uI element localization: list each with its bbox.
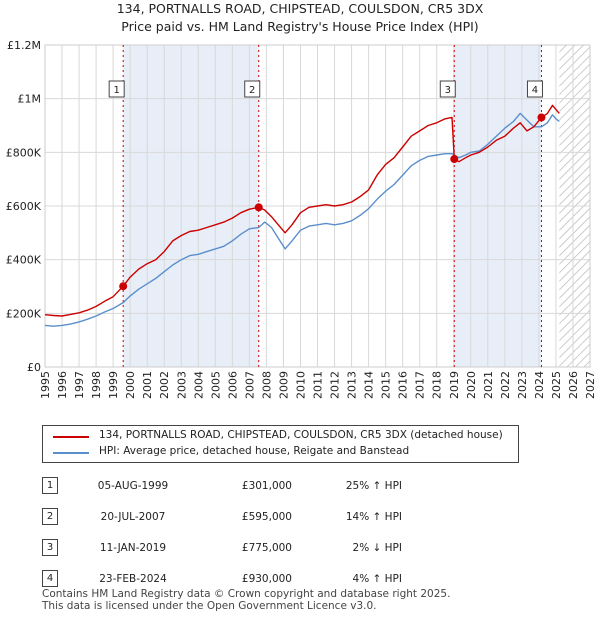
x-tick-label: 2027 [584, 371, 597, 399]
x-tick-label: 1998 [90, 371, 103, 399]
x-tick-label: 2019 [448, 371, 461, 399]
chart-subtitle: Price paid vs. HM Land Registry's House … [121, 19, 479, 34]
footer-copyright: Contains HM Land Registry data © Crown c… [42, 588, 451, 600]
transaction-number: 1 [42, 477, 58, 494]
y-tick-label: £800K [6, 146, 42, 159]
x-tick-label: 2018 [431, 371, 444, 399]
x-tick-label: 2007 [243, 371, 256, 399]
x-tick-label: 2013 [346, 371, 359, 399]
transactions-table: 1 05-AUG-1999 £301,000 25% ↑ HPI 2 20-JU… [42, 470, 402, 594]
x-tick-label: 2026 [567, 371, 580, 399]
x-tick-label: 1996 [56, 371, 69, 399]
transaction-label: 2 [249, 85, 255, 96]
x-tick-label: 2008 [260, 371, 273, 399]
transaction-date: 05-AUG-1999 [97, 479, 169, 492]
transaction-hpi: 4% ↑ HPI [352, 572, 402, 585]
chart-title: 134, PORTNALLS ROAD, CHIPSTEAD, COULSDON… [116, 1, 484, 16]
x-tick-label: 2005 [209, 371, 222, 399]
transaction-label: 4 [532, 85, 538, 96]
y-tick-label: £400K [6, 254, 42, 267]
transaction-price: £930,000 [241, 572, 292, 585]
x-tick-label: 2021 [482, 371, 495, 399]
x-tick-label: 2015 [380, 371, 393, 399]
x-tick-label: 2020 [465, 371, 478, 399]
transaction-price: £595,000 [241, 510, 292, 523]
transaction-number: 3 [42, 539, 58, 556]
x-tick-label: 1999 [107, 371, 120, 399]
table-row: 4 23-FEB-2024 £930,000 4% ↑ HPI [42, 563, 402, 594]
x-tick-label: 2014 [363, 371, 376, 399]
transaction-label-box [108, 80, 125, 98]
x-tick-label: 2023 [516, 371, 529, 399]
table-row: 2 20-JUL-2007 £595,000 14% ↑ HPI [42, 501, 402, 532]
x-tick-label: 2012 [329, 371, 342, 399]
x-tick-label: 2016 [397, 371, 410, 399]
transaction-label-box [526, 80, 543, 98]
x-tick-label: 1997 [73, 371, 86, 399]
transaction-label-box [439, 80, 456, 98]
y-tick-label: £1M [18, 93, 42, 106]
y-tick-label: £0 [27, 361, 41, 374]
price-chart: 1 2 3 4 £0 £200K £400K £600K £800K £1M £1.2M 1995 19… [6, 39, 597, 399]
transaction-price: £301,000 [241, 479, 292, 492]
x-tick-label: 2006 [226, 371, 239, 399]
y-tick-label: £200K [6, 307, 42, 320]
x-tick-label: 1995 [39, 371, 52, 399]
transaction-date: 11-JAN-2019 [99, 541, 167, 554]
x-tick-label: 2004 [192, 371, 205, 399]
x-tick-label: 2011 [312, 371, 325, 399]
transaction-marker [450, 155, 459, 164]
footer-license: This data is licensed under the Open Gov… [42, 600, 377, 612]
transaction-label-box [244, 80, 261, 98]
x-tick-label: 2009 [277, 371, 290, 399]
legend-swatch-property [53, 436, 89, 438]
x-tick-label: 2024 [533, 371, 546, 399]
transaction-marker [537, 113, 546, 122]
transaction-label: 3 [445, 85, 451, 96]
x-tick-label: 2025 [550, 371, 563, 399]
transaction-hpi: 25% ↑ HPI [345, 479, 402, 492]
x-tick-label: 2001 [141, 371, 154, 399]
y-tick-label: £1.2M [7, 39, 41, 52]
x-tick-label: 2022 [499, 371, 512, 399]
footer: Contains HM Land Registry data © Crown c… [42, 588, 450, 612]
legend: 134, PORTNALLS ROAD, CHIPSTEAD, COULSDON… [42, 425, 519, 463]
table-row: 3 11-JAN-2019 £775,000 2% ↓ HPI [42, 532, 402, 563]
transaction-label: 1 [113, 85, 119, 96]
transaction-price: £775,000 [241, 541, 292, 554]
transaction-date: 20-JUL-2007 [100, 510, 166, 523]
x-tick-label: 2003 [175, 371, 188, 399]
x-tick-label: 2010 [294, 371, 307, 399]
legend-swatch-hpi [53, 452, 89, 454]
property-series-line [45, 104, 560, 317]
transaction-marker [254, 203, 263, 212]
hpi-series-line [45, 112, 560, 327]
transaction-marker [119, 282, 128, 291]
transaction-number: 2 [42, 508, 58, 525]
transaction-number: 4 [42, 570, 58, 587]
transaction-hpi: 14% ↑ HPI [345, 510, 402, 523]
x-tick-label: 2002 [158, 371, 171, 399]
x-tick-label: 2017 [414, 371, 427, 399]
y-tick-label: £600K [6, 200, 42, 213]
table-row: 1 05-AUG-1999 £301,000 25% ↑ HPI [42, 470, 402, 501]
transaction-date: 23-FEB-2024 [99, 572, 167, 585]
x-tick-label: 2000 [124, 371, 137, 399]
legend-label-property: 134, PORTNALLS ROAD, CHIPSTEAD, COULSDON… [99, 429, 503, 441]
plot-border [44, 44, 591, 368]
legend-label-hpi: HPI: Average price, detached house, Reig… [99, 445, 410, 457]
transaction-hpi: 2% ↓ HPI [352, 541, 402, 554]
